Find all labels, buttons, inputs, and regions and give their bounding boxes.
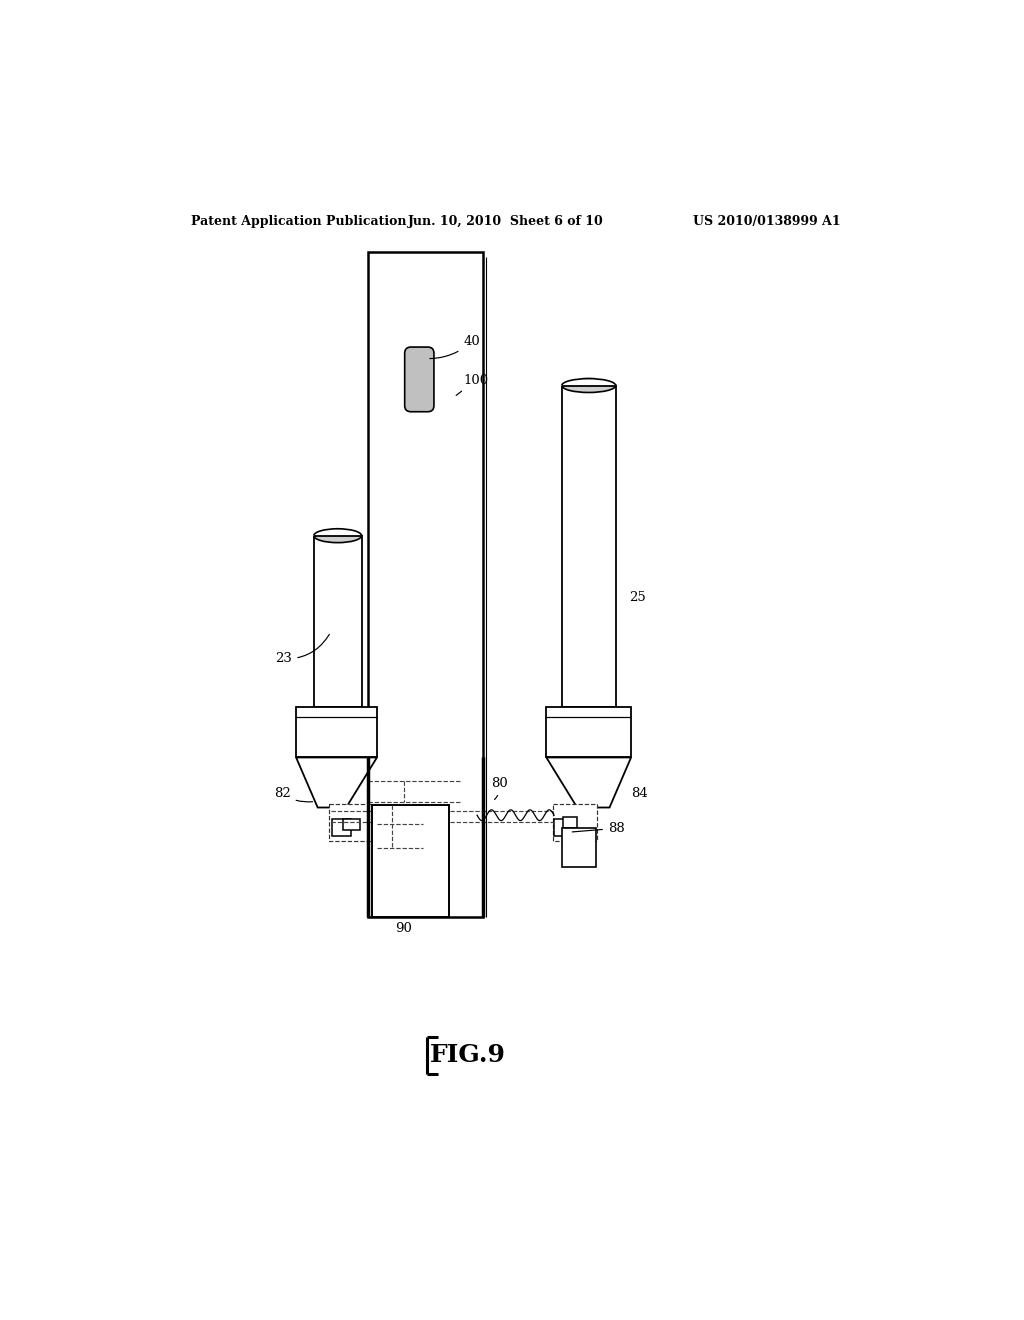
Text: 84: 84 (631, 787, 648, 800)
Bar (368, 252, 483, 917)
Bar (313, 528, 362, 536)
Bar (296, 706, 377, 758)
Bar (547, 706, 631, 758)
Polygon shape (296, 758, 377, 808)
Text: 25: 25 (630, 591, 646, 603)
Polygon shape (547, 758, 631, 808)
Bar (563, 817, 578, 828)
Text: FIG.9: FIG.9 (430, 1043, 506, 1068)
FancyBboxPatch shape (404, 347, 434, 412)
Bar (313, 536, 361, 706)
Text: 88: 88 (572, 822, 625, 834)
Text: US 2010/0138999 A1: US 2010/0138999 A1 (692, 215, 841, 228)
Bar (561, 378, 616, 387)
Text: 82: 82 (274, 787, 312, 803)
Ellipse shape (313, 529, 361, 543)
Text: Patent Application Publication: Patent Application Publication (190, 215, 407, 228)
Bar (562, 385, 615, 706)
Bar (343, 818, 360, 830)
Text: Jun. 10, 2010  Sheet 6 of 10: Jun. 10, 2010 Sheet 6 of 10 (408, 215, 603, 228)
Ellipse shape (562, 379, 615, 392)
Bar (553, 804, 597, 841)
Text: 90: 90 (395, 921, 413, 935)
Text: 100: 100 (456, 374, 488, 396)
Bar (372, 805, 449, 917)
Bar (333, 818, 351, 836)
Bar (330, 804, 376, 841)
Bar (562, 829, 596, 867)
Text: 23: 23 (275, 635, 330, 665)
Text: 80: 80 (490, 777, 508, 800)
Text: 40: 40 (430, 335, 480, 359)
Bar (554, 818, 572, 836)
